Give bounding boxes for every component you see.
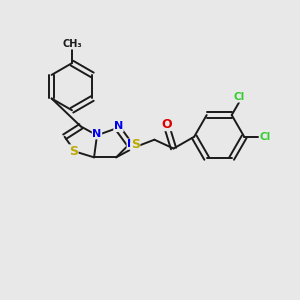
Text: Cl: Cl <box>259 132 271 142</box>
Text: S: S <box>69 145 78 158</box>
Text: N: N <box>92 129 102 139</box>
Text: CH₃: CH₃ <box>62 39 82 49</box>
Text: O: O <box>161 118 172 130</box>
Text: N: N <box>114 122 123 131</box>
Text: N: N <box>127 139 136 149</box>
Text: Cl: Cl <box>233 92 245 102</box>
Text: S: S <box>131 138 140 151</box>
